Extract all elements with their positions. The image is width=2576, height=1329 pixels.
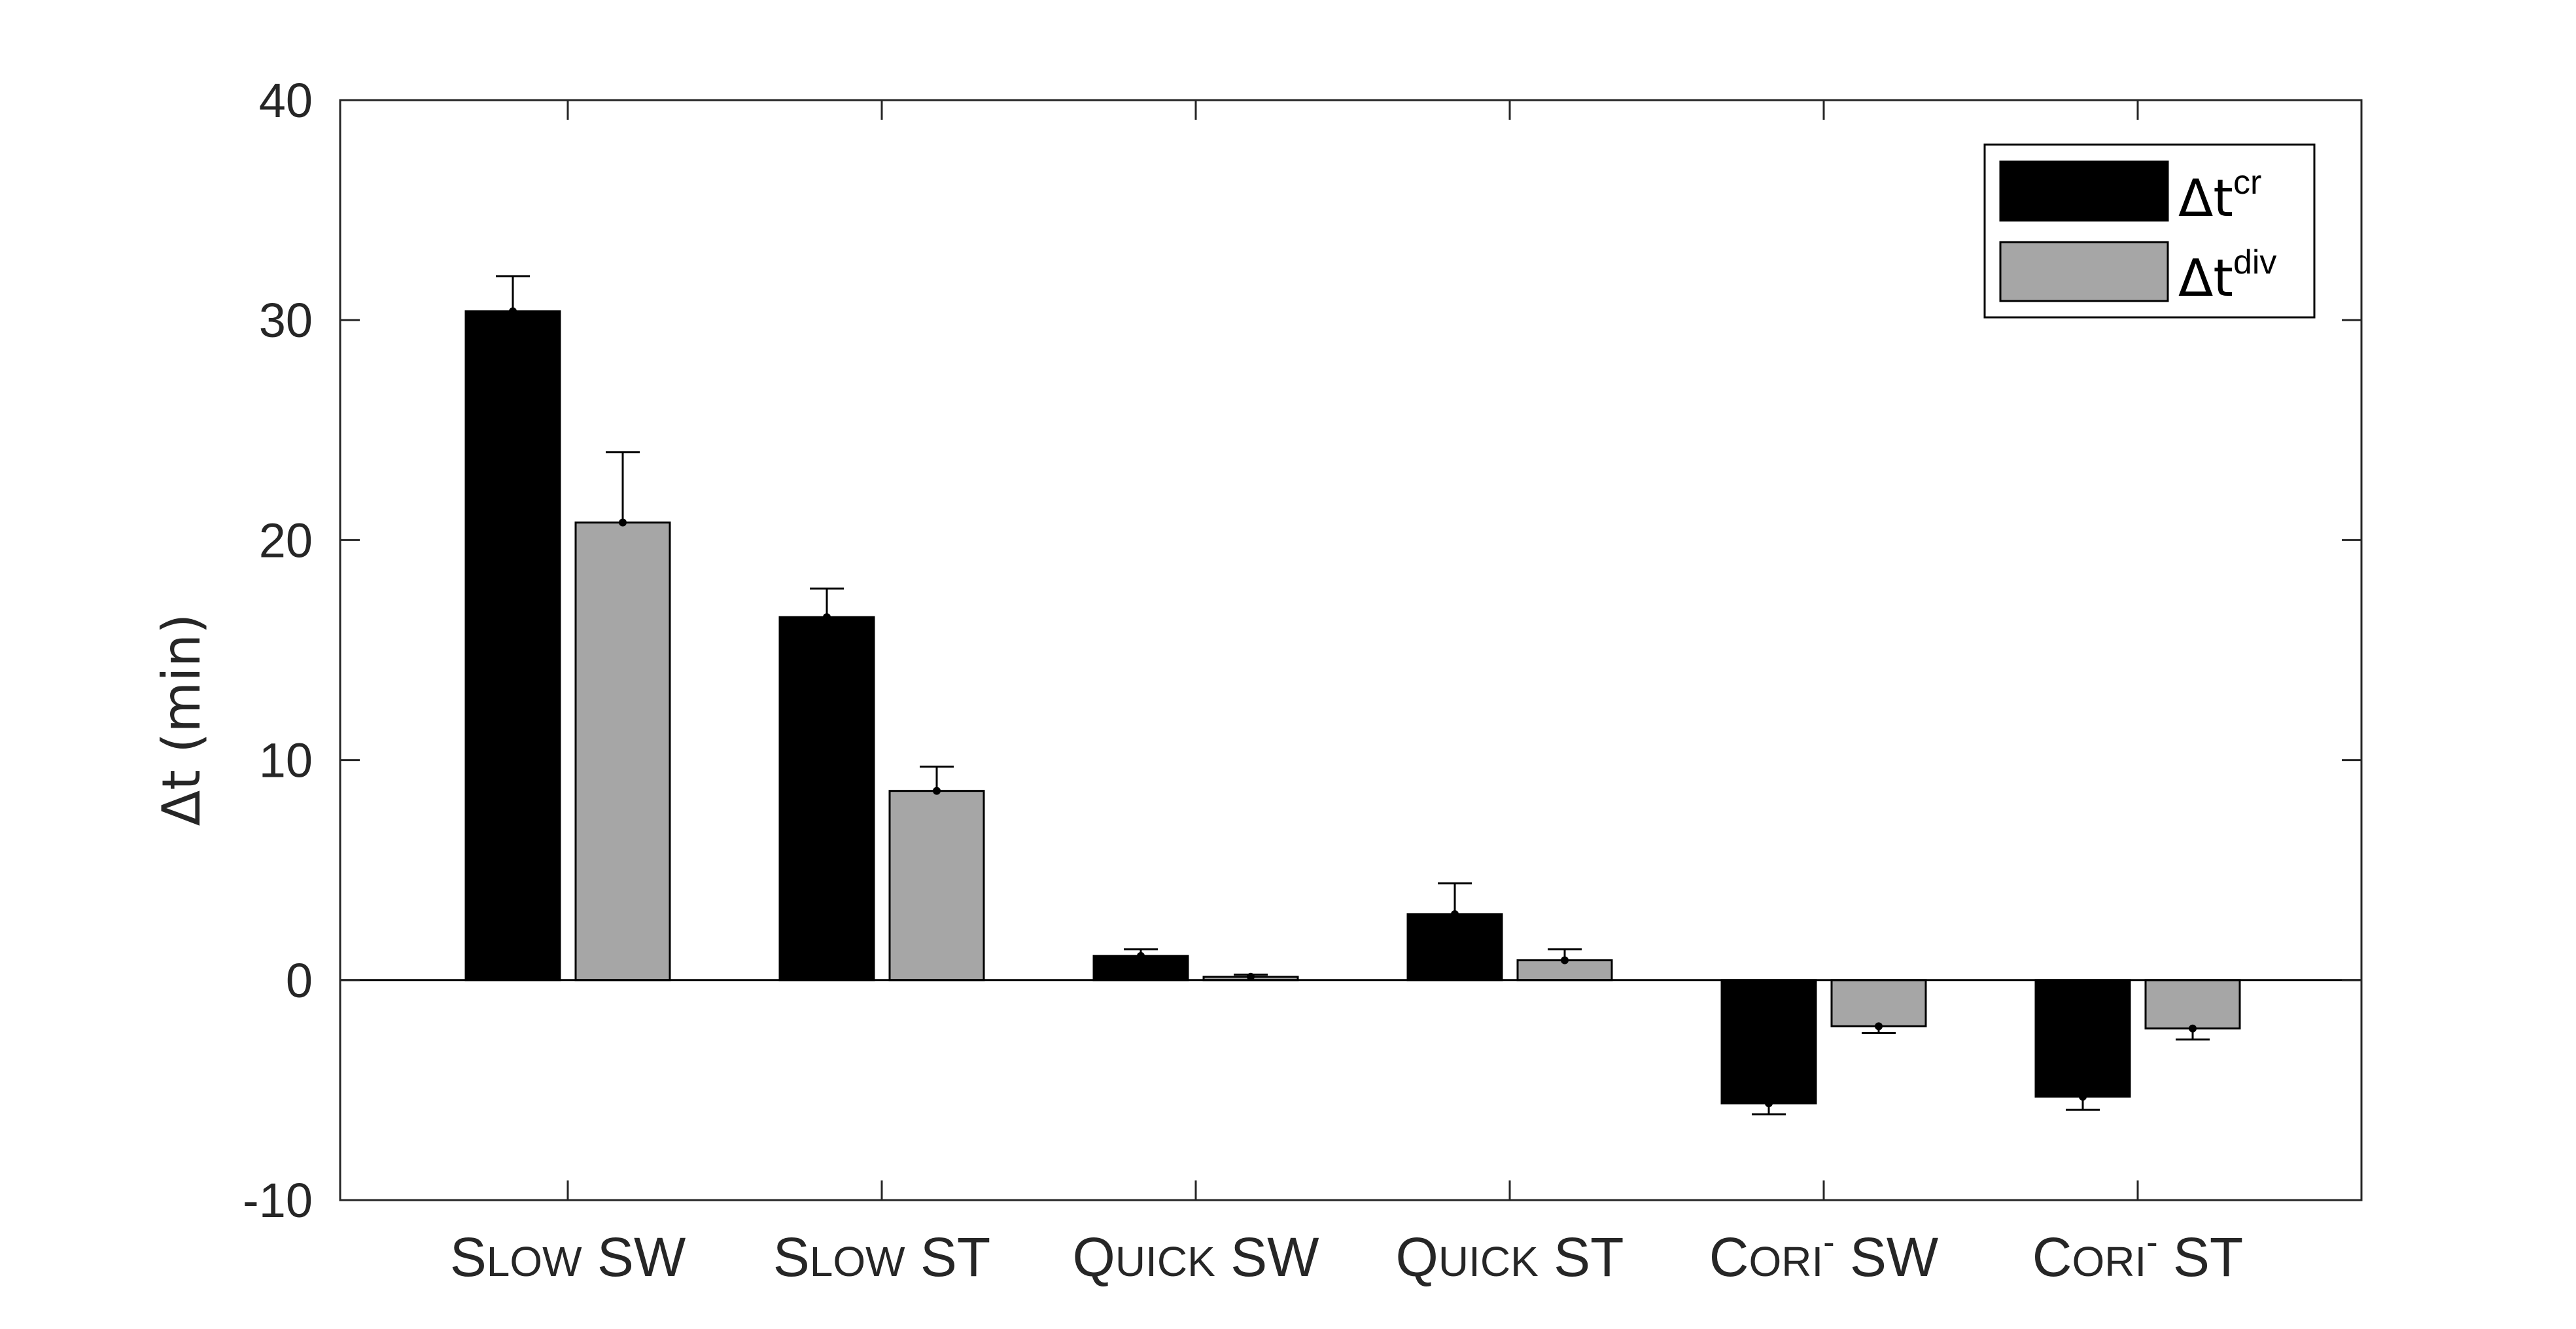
y-tick-label-2: 10 [259,734,313,788]
x-tick-label-smallcaps: LOW [810,1238,905,1285]
y-tick-label-3: 20 [259,513,313,567]
bar-series-1-cat-0 [574,522,671,982]
bar-series-1-cat-4 [1830,979,1927,1027]
y-axis-label: Δt (min) [151,614,212,826]
x-tick-label-0: SLOW SW [450,1226,686,1288]
bar-series-0-cat-3 [1406,913,1503,982]
x-tick-label-4: CORI- SW [1709,1224,1938,1288]
x-tick-label-3: QUICK ST [1396,1226,1624,1288]
plot-area-frame [339,99,2363,1201]
x-tick-label-5: CORI- ST [2032,1224,2243,1288]
legend-label-cr-base: Δt [2178,169,2233,228]
mean-marker-series-1-cat-2 [1247,972,1255,981]
y-tick-label-0: -10 [243,1173,313,1228]
bar-series-0-cat-5 [2034,979,2131,1098]
y-tick-label-4: 30 [259,293,313,347]
mean-marker-series-1-cat-5 [2189,1024,2197,1033]
x-tick-label-sup: - [1823,1224,1834,1262]
x-tick-label-tail: ST [2158,1226,2244,1288]
bar-series-1-cat-1 [888,790,985,982]
mean-marker-series-1-cat-4 [1875,1022,1883,1031]
x-tick-label-smallcaps: UICK [1115,1238,1215,1285]
mean-marker-series-0-cat-5 [2079,1092,2087,1101]
legend: Δtcr Δtdiv [1983,143,2316,319]
mean-marker-series-1-cat-0 [619,518,627,527]
x-tick-label-tail: ST [905,1226,991,1288]
mean-marker-series-1-cat-3 [1561,956,1569,965]
mean-marker-series-0-cat-3 [1451,910,1459,918]
legend-label-div-base: Δt [2178,249,2233,308]
bar-series-1-cat-5 [2144,979,2241,1030]
x-tick-label-tail: ST [1539,1226,1624,1288]
legend-label-div-sup: div [2233,243,2276,281]
y-tick-labels: -10 0 10 20 30 40 [243,73,313,1228]
x-tick-label-lead: S [773,1226,810,1288]
x-tick-label-lead: C [1709,1226,1749,1288]
x-tick-label-smallcaps: LOW [487,1238,582,1285]
bar-series-0-cat-0 [464,310,561,982]
axis-ticks [340,99,2361,1201]
x-tick-label-lead: Q [1073,1226,1115,1288]
legend-swatch-cr [1999,160,2169,222]
x-tick-label-lead: Q [1396,1226,1438,1288]
mean-marker-series-0-cat-0 [509,307,517,315]
y-tick-label-5: 40 [259,73,313,128]
x-tick-label-smallcaps: ORI [1749,1238,1823,1285]
x-tick-label-smallcaps: ORI [2072,1238,2146,1285]
legend-swatch-div [1999,241,2169,302]
mean-marker-series-0-cat-1 [823,613,831,622]
mean-marker-series-0-cat-4 [1765,1099,1773,1108]
x-tick-label-lead: S [450,1226,487,1288]
x-tick-label-smallcaps: UICK [1438,1238,1539,1285]
bar-series-0-cat-2 [1092,955,1189,982]
legend-label-div: Δtdiv [2178,243,2276,308]
x-tick-label-sup: - [2146,1224,2157,1262]
bar-series-0-cat-1 [778,616,875,982]
x-tick-label-tail: SW [582,1226,686,1288]
y-tick-label-1: 0 [286,953,313,1008]
mean-marker-series-0-cat-2 [1137,951,1145,960]
legend-label-cr: Δtcr [2178,164,2261,228]
bars-layer [464,275,2241,1116]
bar-series-0-cat-4 [1720,979,1817,1105]
x-tick-label-lead: C [2032,1226,2072,1288]
x-tick-labels: SLOW SW SLOW ST QUICK SW QUICK ST CORI- SW CO… [450,1224,2243,1288]
legend-label-cr-sup: cr [2233,164,2261,202]
x-tick-label-1: SLOW ST [773,1226,991,1288]
x-tick-label-tail: SW [1215,1226,1319,1288]
mean-marker-series-1-cat-1 [933,787,941,795]
x-tick-label-tail: SW [1835,1226,1939,1288]
x-tick-label-2: QUICK SW [1073,1226,1319,1288]
